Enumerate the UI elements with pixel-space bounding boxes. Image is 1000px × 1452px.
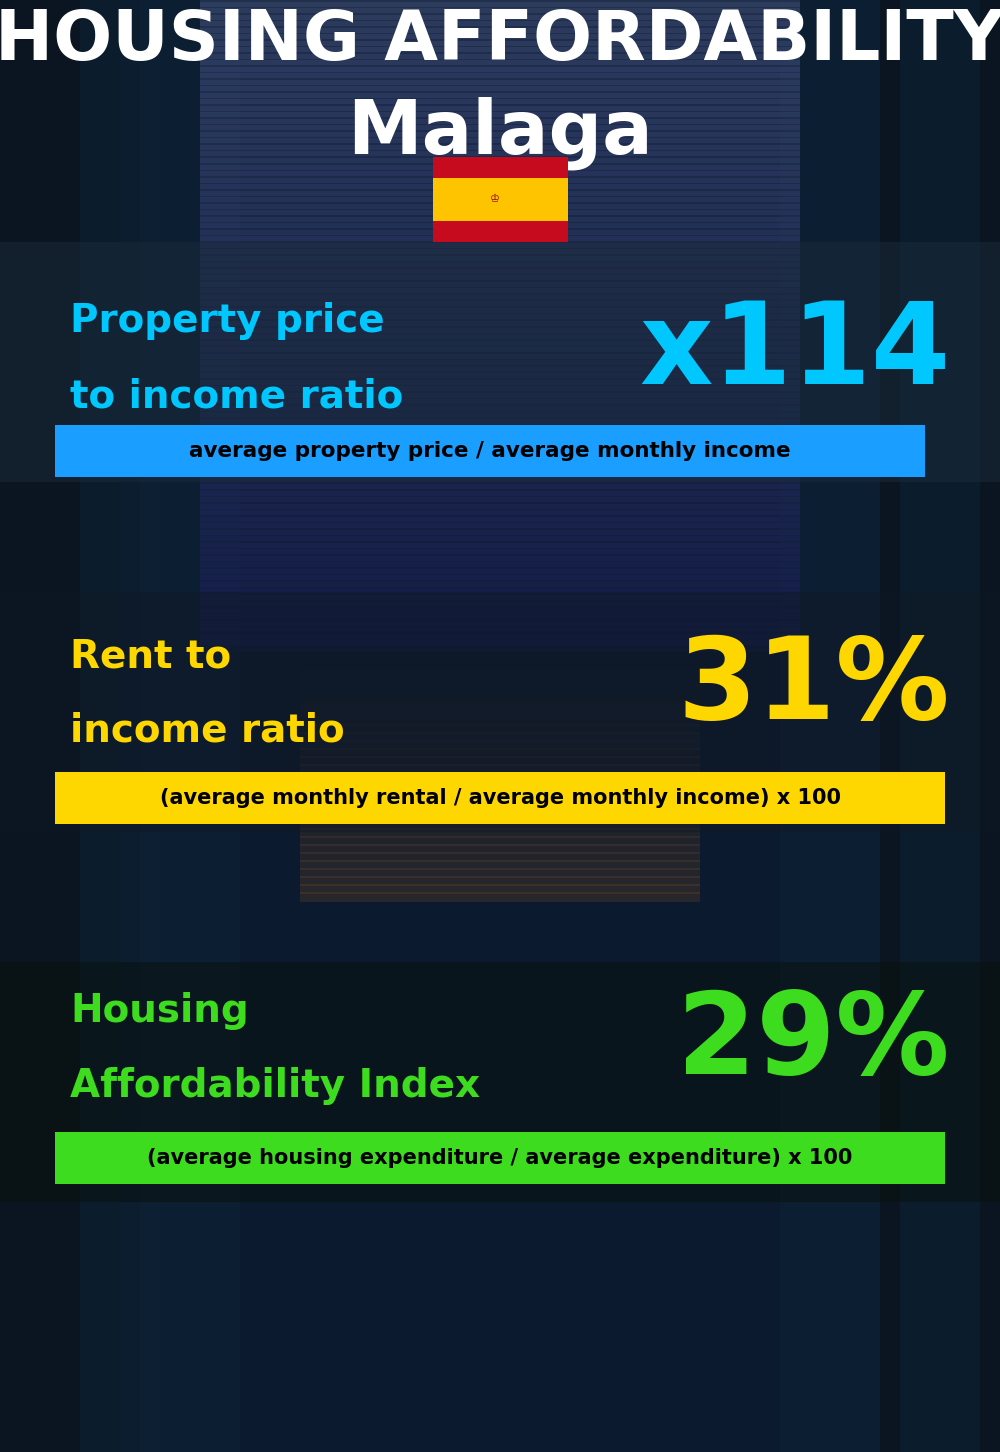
FancyBboxPatch shape xyxy=(200,138,800,150)
Text: Malaga: Malaga xyxy=(347,97,653,170)
FancyBboxPatch shape xyxy=(200,444,800,456)
FancyBboxPatch shape xyxy=(300,860,700,870)
FancyBboxPatch shape xyxy=(200,379,800,391)
FancyBboxPatch shape xyxy=(300,788,700,799)
FancyBboxPatch shape xyxy=(200,315,800,327)
FancyBboxPatch shape xyxy=(780,0,880,1452)
FancyBboxPatch shape xyxy=(200,439,800,450)
FancyBboxPatch shape xyxy=(200,145,800,157)
FancyBboxPatch shape xyxy=(200,621,800,633)
FancyBboxPatch shape xyxy=(200,73,800,84)
FancyBboxPatch shape xyxy=(200,497,800,508)
FancyBboxPatch shape xyxy=(55,425,925,478)
Text: ♔: ♔ xyxy=(490,195,500,205)
Text: Property price: Property price xyxy=(70,302,385,340)
FancyBboxPatch shape xyxy=(200,418,800,430)
Text: (average housing expenditure / average expenditure) x 100: (average housing expenditure / average e… xyxy=(147,1149,853,1167)
Text: 31%: 31% xyxy=(678,632,950,743)
FancyBboxPatch shape xyxy=(200,184,800,196)
FancyBboxPatch shape xyxy=(0,242,1000,482)
FancyBboxPatch shape xyxy=(200,237,800,248)
FancyBboxPatch shape xyxy=(200,46,800,58)
FancyBboxPatch shape xyxy=(200,106,800,118)
FancyBboxPatch shape xyxy=(200,595,800,607)
FancyBboxPatch shape xyxy=(300,820,700,831)
FancyBboxPatch shape xyxy=(200,22,800,32)
FancyBboxPatch shape xyxy=(0,592,1000,832)
FancyBboxPatch shape xyxy=(200,569,800,581)
FancyBboxPatch shape xyxy=(140,0,240,1452)
Text: 29%: 29% xyxy=(678,987,950,1098)
FancyBboxPatch shape xyxy=(200,412,800,424)
FancyBboxPatch shape xyxy=(200,158,800,170)
FancyBboxPatch shape xyxy=(200,151,800,163)
Text: (average monthly rental / average monthly income) x 100: (average monthly rental / average monthl… xyxy=(160,788,840,807)
FancyBboxPatch shape xyxy=(200,457,800,469)
FancyBboxPatch shape xyxy=(200,425,800,437)
FancyBboxPatch shape xyxy=(200,112,800,123)
FancyBboxPatch shape xyxy=(300,756,700,767)
FancyBboxPatch shape xyxy=(300,828,700,838)
Text: HOUSING AFFORDABILITY: HOUSING AFFORDABILITY xyxy=(0,7,1000,74)
FancyBboxPatch shape xyxy=(200,510,800,521)
FancyBboxPatch shape xyxy=(200,601,800,613)
FancyBboxPatch shape xyxy=(880,0,1000,1452)
FancyBboxPatch shape xyxy=(200,9,800,19)
FancyBboxPatch shape xyxy=(300,892,700,902)
FancyBboxPatch shape xyxy=(200,269,800,280)
FancyBboxPatch shape xyxy=(200,190,800,202)
FancyBboxPatch shape xyxy=(200,308,800,319)
FancyBboxPatch shape xyxy=(200,367,800,378)
FancyBboxPatch shape xyxy=(200,125,800,136)
FancyBboxPatch shape xyxy=(200,549,800,560)
FancyBboxPatch shape xyxy=(300,804,700,815)
FancyBboxPatch shape xyxy=(300,836,700,847)
FancyBboxPatch shape xyxy=(200,588,800,600)
FancyBboxPatch shape xyxy=(200,635,800,646)
FancyBboxPatch shape xyxy=(80,0,160,1452)
FancyBboxPatch shape xyxy=(200,295,800,306)
FancyBboxPatch shape xyxy=(200,216,800,228)
FancyBboxPatch shape xyxy=(200,360,800,372)
FancyBboxPatch shape xyxy=(300,868,700,878)
FancyBboxPatch shape xyxy=(200,386,800,398)
FancyBboxPatch shape xyxy=(200,171,800,183)
FancyBboxPatch shape xyxy=(200,523,800,534)
FancyBboxPatch shape xyxy=(432,221,568,242)
FancyBboxPatch shape xyxy=(200,536,800,547)
Text: Housing: Housing xyxy=(70,992,249,1029)
FancyBboxPatch shape xyxy=(300,812,700,822)
FancyBboxPatch shape xyxy=(200,28,800,39)
Text: average property price / average monthly income: average property price / average monthly… xyxy=(189,441,791,460)
FancyBboxPatch shape xyxy=(200,321,800,333)
FancyBboxPatch shape xyxy=(200,132,800,144)
Text: x114: x114 xyxy=(639,298,950,408)
FancyBboxPatch shape xyxy=(200,517,800,529)
FancyBboxPatch shape xyxy=(200,491,800,502)
FancyBboxPatch shape xyxy=(300,852,700,862)
FancyBboxPatch shape xyxy=(200,99,800,110)
FancyBboxPatch shape xyxy=(200,334,800,346)
FancyBboxPatch shape xyxy=(200,60,800,71)
FancyBboxPatch shape xyxy=(200,229,800,241)
FancyBboxPatch shape xyxy=(200,289,800,301)
FancyBboxPatch shape xyxy=(200,341,800,351)
FancyBboxPatch shape xyxy=(200,80,800,91)
FancyBboxPatch shape xyxy=(432,157,568,179)
FancyBboxPatch shape xyxy=(200,0,800,6)
FancyBboxPatch shape xyxy=(200,263,800,274)
FancyBboxPatch shape xyxy=(300,764,700,774)
Text: Affordability Index: Affordability Index xyxy=(70,1067,480,1105)
FancyBboxPatch shape xyxy=(200,399,800,411)
FancyBboxPatch shape xyxy=(200,328,800,338)
FancyBboxPatch shape xyxy=(200,197,800,209)
FancyBboxPatch shape xyxy=(200,530,800,542)
FancyBboxPatch shape xyxy=(200,405,800,417)
FancyBboxPatch shape xyxy=(200,373,800,385)
FancyBboxPatch shape xyxy=(200,93,800,105)
FancyBboxPatch shape xyxy=(200,15,800,26)
FancyBboxPatch shape xyxy=(200,41,800,52)
FancyBboxPatch shape xyxy=(200,67,800,78)
FancyBboxPatch shape xyxy=(200,608,800,620)
